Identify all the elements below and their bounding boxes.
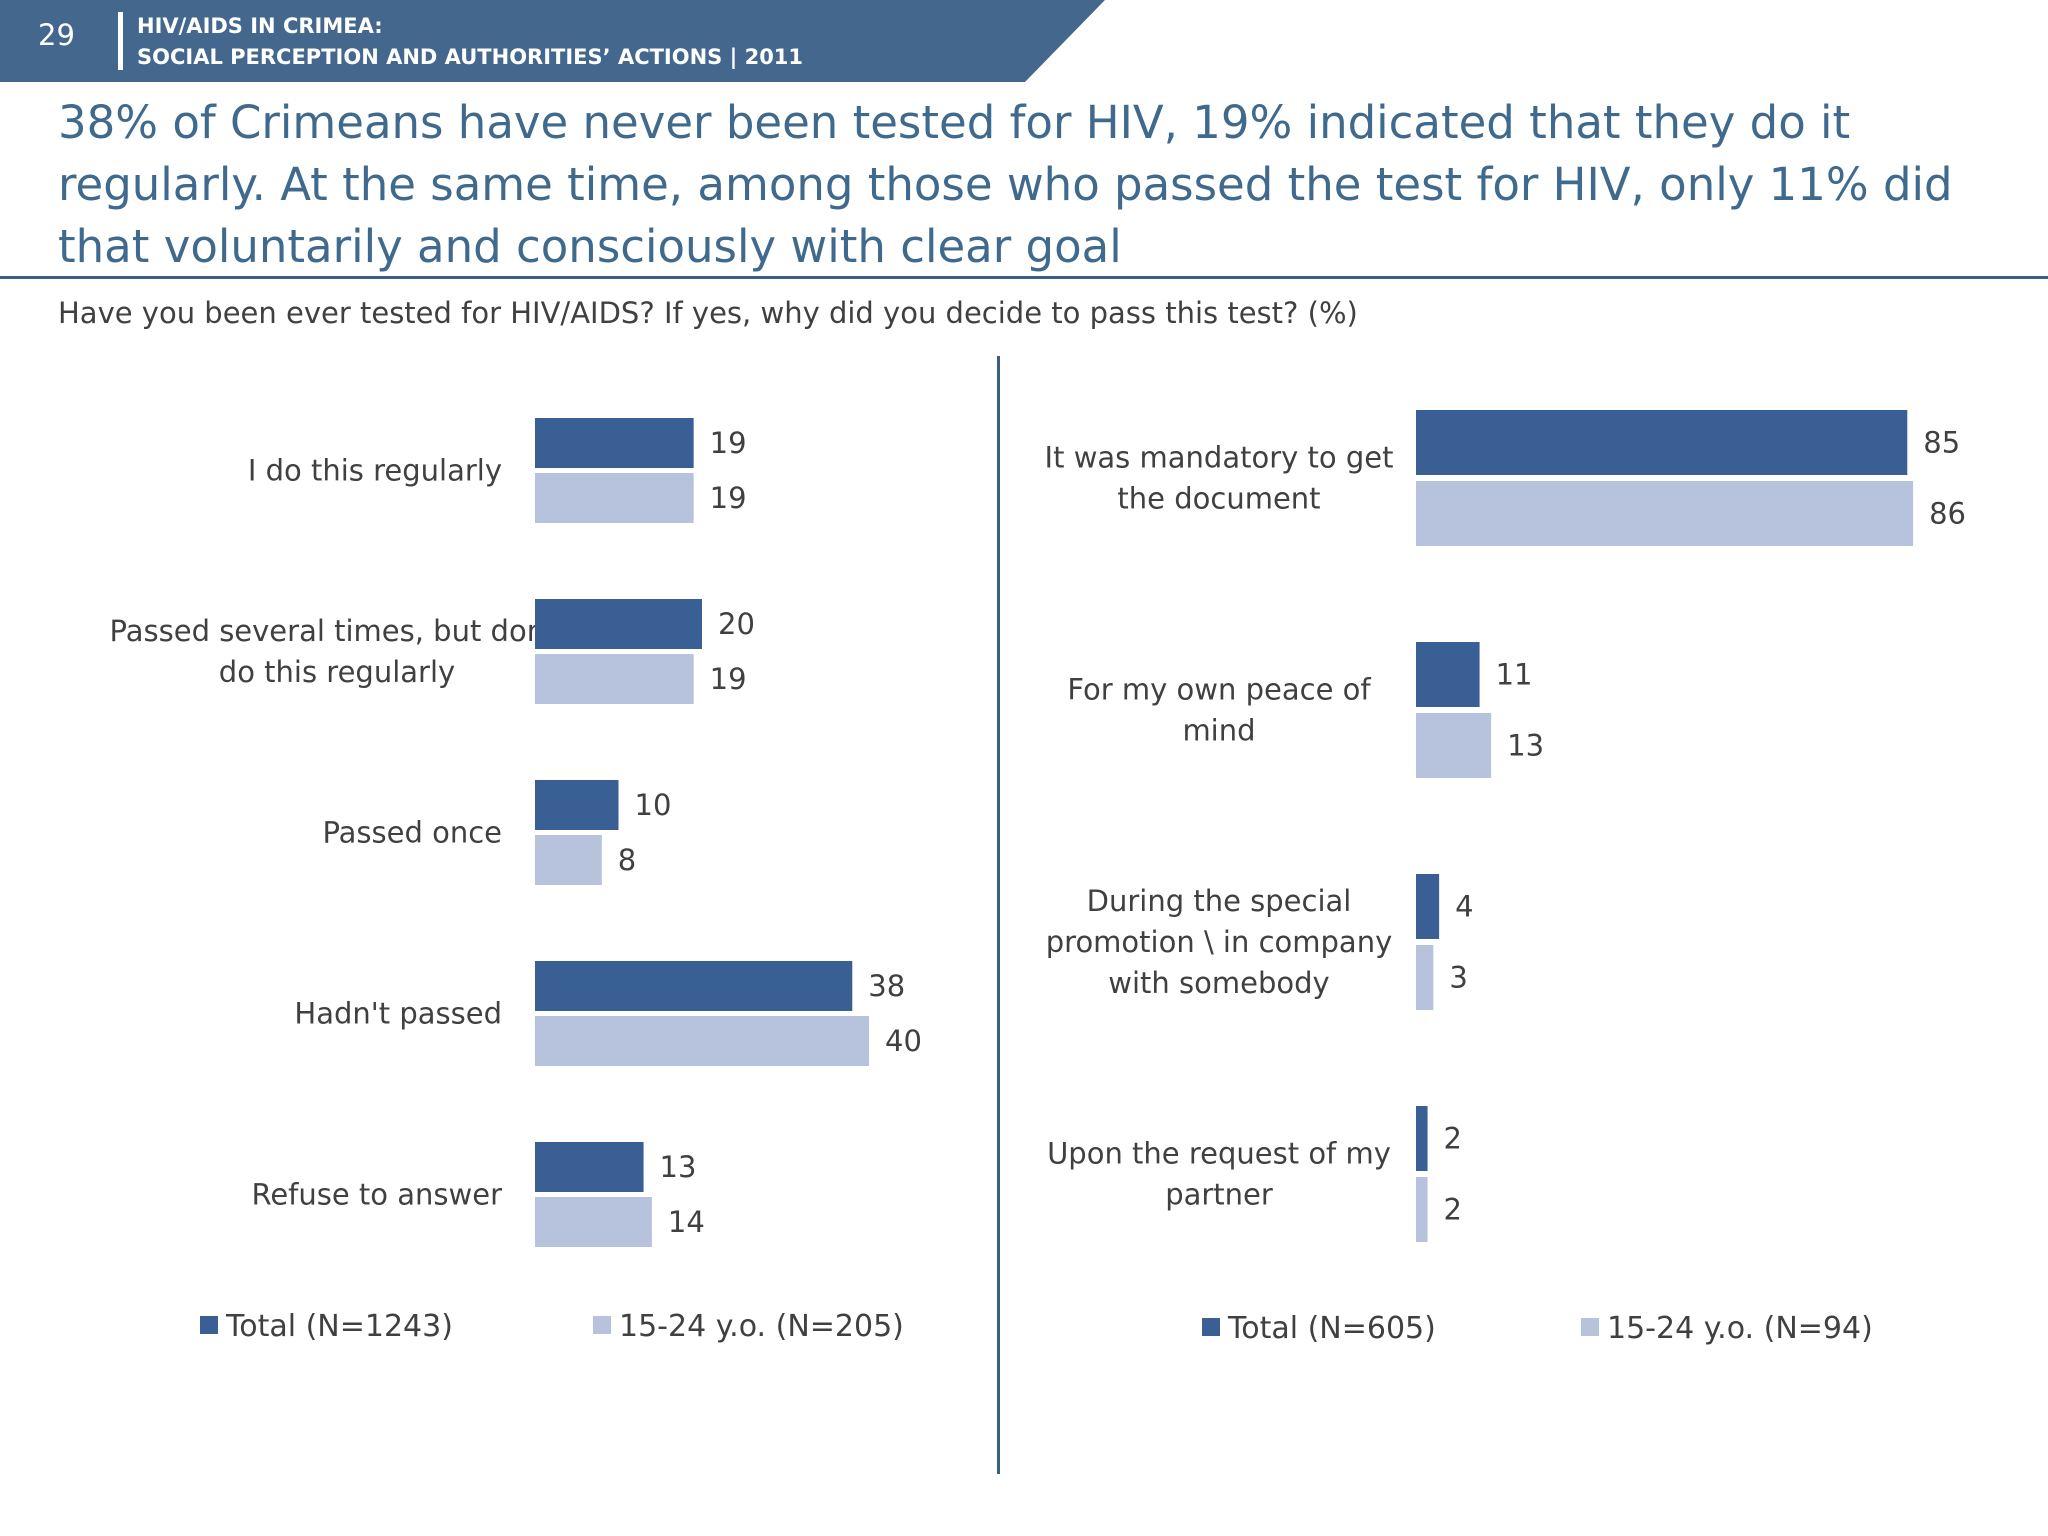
bar-total: [1416, 642, 1480, 707]
chart-testing-frequency: I do this regularly 19 19 Passed several ti…: [110, 418, 922, 1344]
report-title-line-2: SOCIAL PERCEPTION AND AUTHORITIES’ ACTIO…: [137, 45, 804, 69]
bar-value-label: 13: [1507, 729, 1544, 763]
legend-swatch-youth: [1581, 1318, 1599, 1336]
category-label: mind: [1182, 714, 1255, 748]
category-label: Hadn't passed: [294, 997, 502, 1031]
bar-value-label: 10: [635, 788, 672, 822]
category-label: Upon the request of my: [1047, 1137, 1391, 1171]
bar-value-label: 4: [1455, 890, 1473, 924]
report-title-line-1: HIV/AIDS IN CRIMEA:: [137, 14, 383, 38]
category-label: with somebody: [1108, 966, 1329, 1000]
bar-value-label: 86: [1929, 497, 1966, 531]
bar-youth: [535, 473, 694, 523]
category-label: partner: [1165, 1178, 1273, 1212]
bar-total: [1416, 874, 1440, 939]
legend-label: Total (N=1243): [225, 1309, 453, 1344]
bar-youth: [1416, 713, 1492, 778]
bar-total: [535, 780, 619, 830]
bar-total: [1416, 1106, 1428, 1171]
legend-label: 15-24 y.o. (N=94): [1607, 1311, 1873, 1346]
legend-swatch-total: [200, 1316, 218, 1334]
bar-value-label: 19: [710, 426, 747, 460]
bar-value-label: 2: [1444, 1122, 1462, 1156]
bar-total: [535, 599, 702, 649]
category-label: Passed several times, but don't: [110, 614, 565, 648]
slide-headline: 38% of Crimeans have never been tested f…: [58, 96, 1953, 273]
header-band: [0, 0, 1105, 82]
legend-label: 15-24 y.o. (N=205): [619, 1309, 904, 1344]
chart-testing-reasons: It was mandatory to get the document 85 86 F…: [1045, 410, 1966, 1346]
bar-value-label: 38: [868, 969, 905, 1003]
bar-youth: [1416, 945, 1434, 1010]
legend-swatch-youth: [593, 1316, 611, 1334]
bar-youth: [1416, 1177, 1428, 1242]
bar-youth: [535, 1197, 652, 1247]
bar-value-label: 14: [668, 1205, 705, 1239]
category-label: For my own peace of: [1067, 673, 1371, 707]
legend-swatch-total: [1202, 1318, 1220, 1336]
category-label: do this regularly: [219, 655, 455, 689]
category-label: the document: [1117, 482, 1320, 516]
bar-value-label: 19: [710, 481, 747, 515]
category-label: Passed once: [322, 816, 502, 850]
bar-total: [535, 418, 694, 468]
bar-value-label: 40: [885, 1024, 922, 1058]
bar-youth: [535, 654, 694, 704]
bar-total: [535, 961, 853, 1011]
bar-value-label: 13: [660, 1150, 697, 1184]
bar-total: [535, 1142, 644, 1192]
category-label: During the special: [1087, 884, 1352, 918]
category-label: It was mandatory to get: [1045, 441, 1394, 475]
bar-value-label: 2: [1444, 1193, 1462, 1227]
bar-value-label: 3: [1449, 961, 1467, 995]
bar-youth: [1416, 481, 1914, 546]
category-label: Refuse to answer: [251, 1178, 502, 1212]
header-divider: [118, 12, 123, 70]
page-number: 29: [38, 18, 75, 52]
category-label: promotion \ in company: [1046, 925, 1393, 959]
survey-question: Have you been ever tested for HIV/AIDS? …: [58, 296, 1358, 330]
center-divider: [997, 356, 1000, 1474]
bar-value-label: 20: [718, 607, 755, 641]
bar-value-label: 19: [710, 662, 747, 696]
category-label: I do this regularly: [248, 454, 502, 488]
bar-youth: [535, 1016, 869, 1066]
bar-total: [1416, 410, 1908, 475]
bar-value-label: 11: [1496, 658, 1533, 692]
headline-rule: [0, 276, 2048, 279]
bar-value-label: 85: [1923, 426, 1960, 460]
legend-label: Total (N=605): [1227, 1311, 1436, 1346]
bar-value-label: 8: [618, 843, 636, 877]
bar-youth: [535, 835, 602, 885]
